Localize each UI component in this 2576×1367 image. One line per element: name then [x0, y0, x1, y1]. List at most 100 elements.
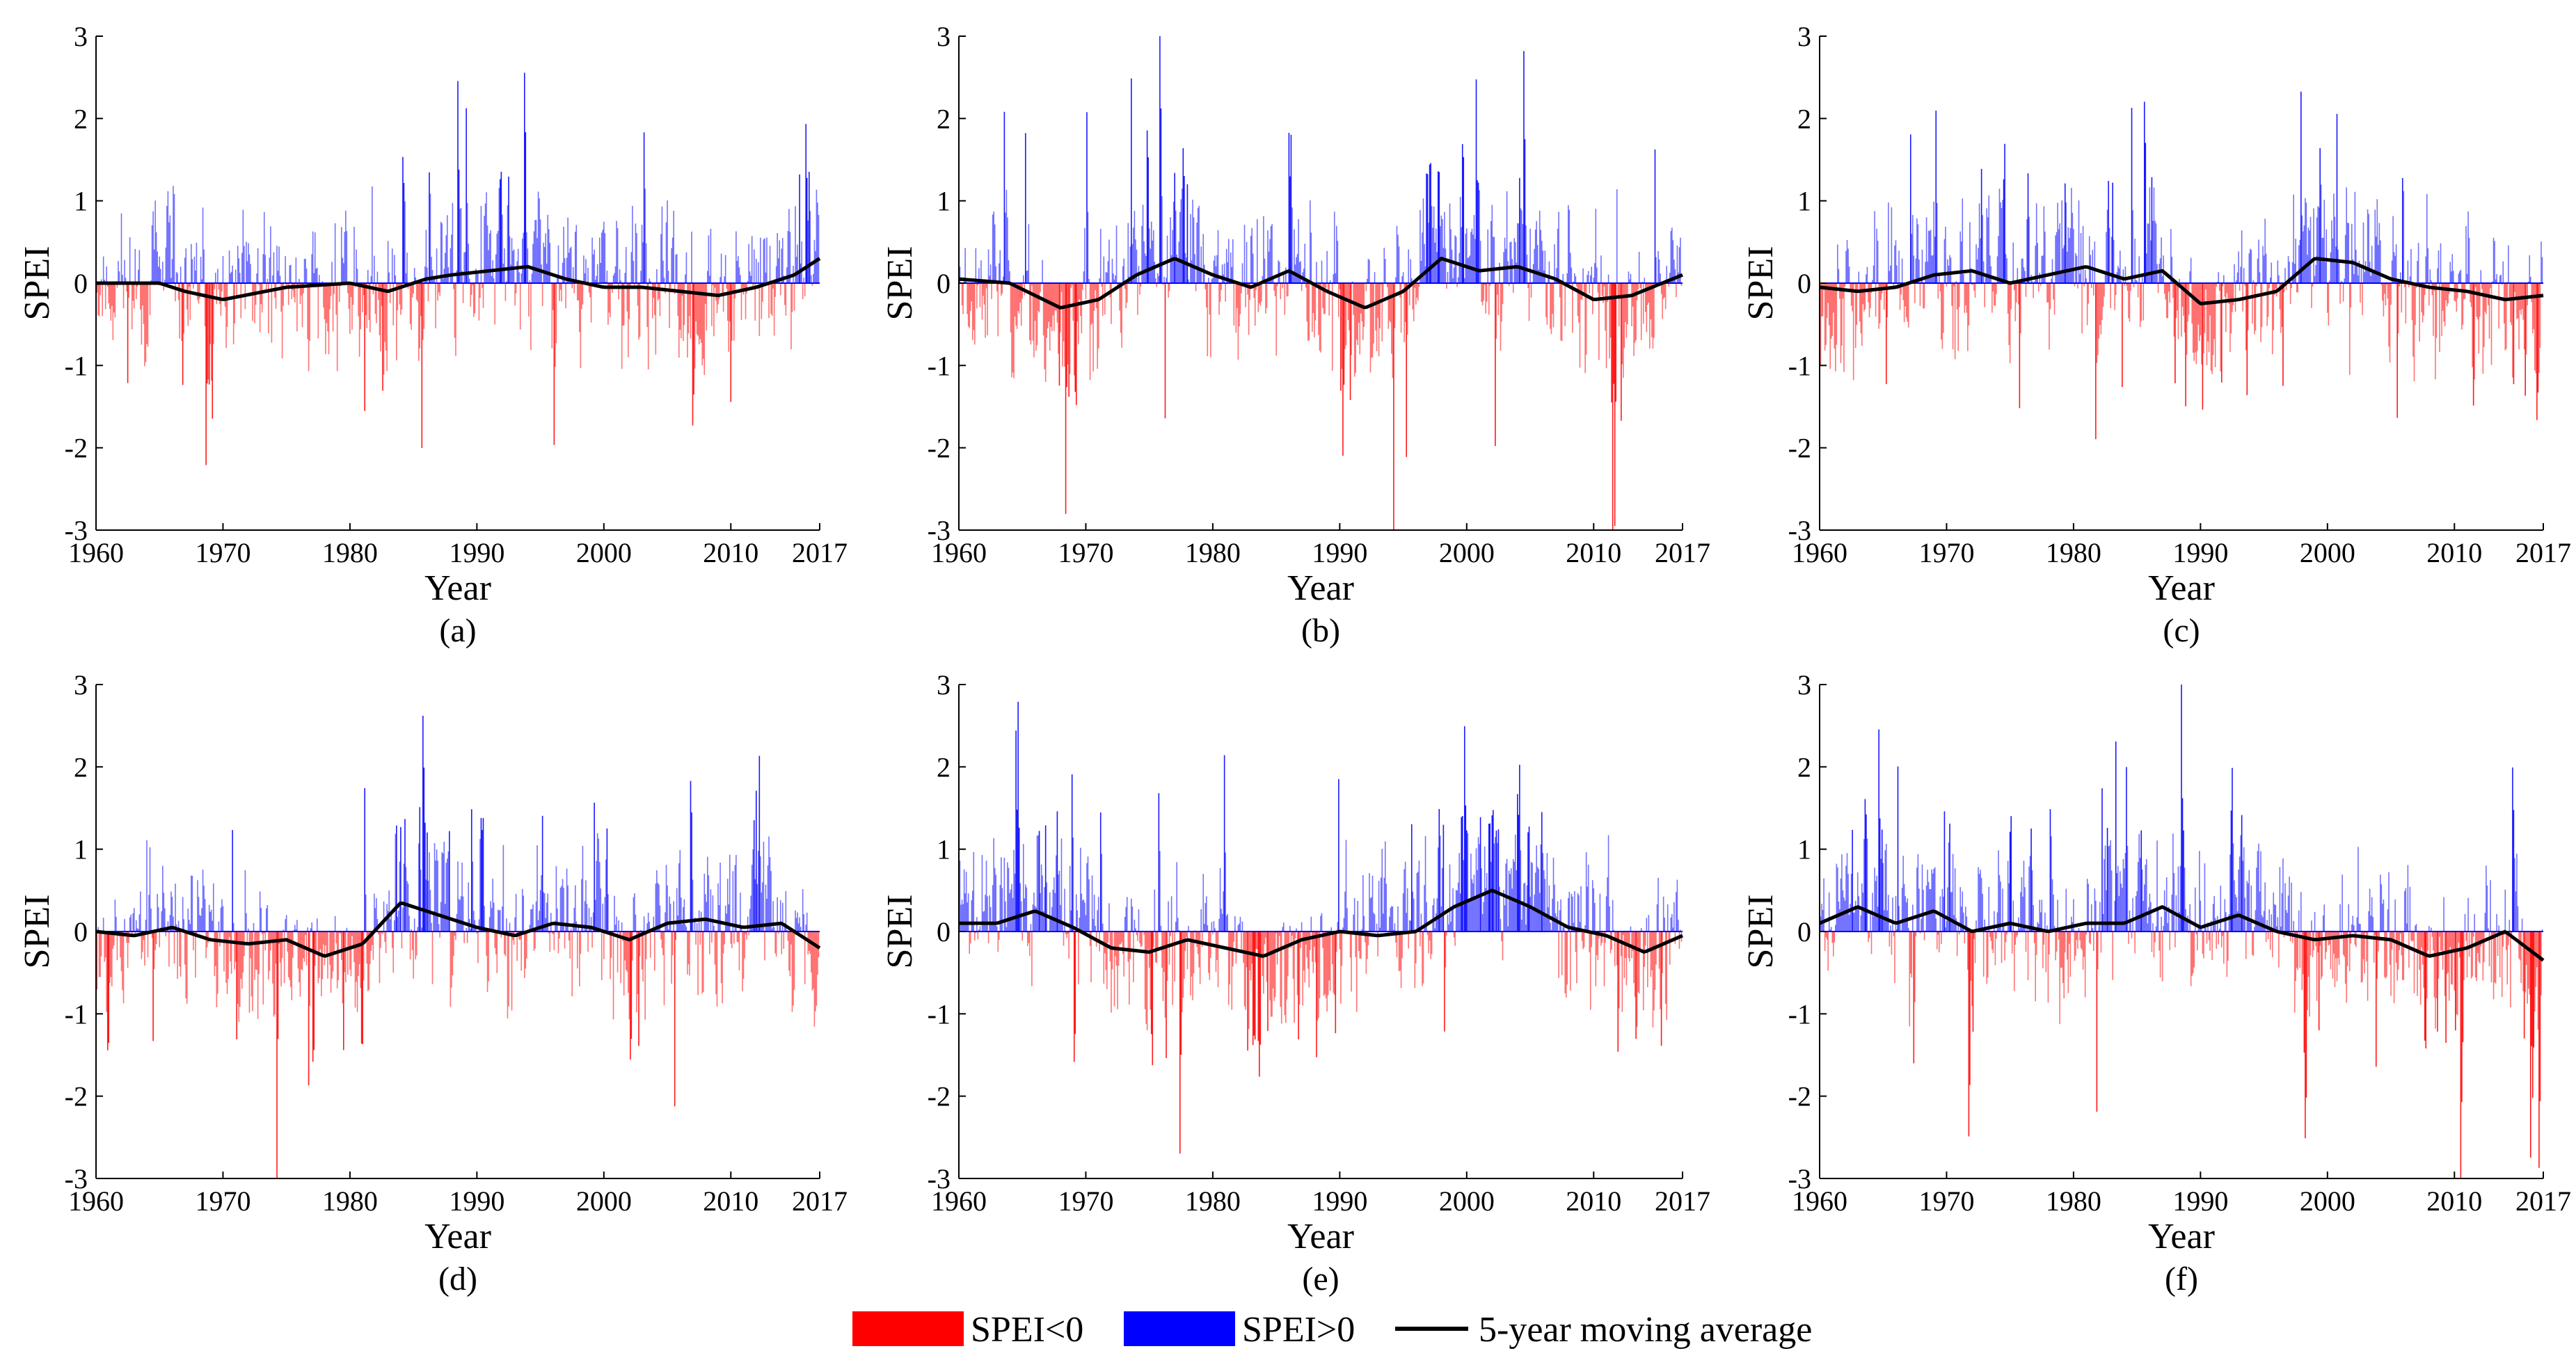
- y-tick-label: 3: [74, 21, 88, 52]
- x-tick-label: 1990: [2172, 1185, 2228, 1217]
- x-axis-title: Year: [2148, 568, 2215, 608]
- x-axis-title: Year: [424, 1217, 491, 1256]
- x-axis-title: Year: [424, 568, 491, 608]
- y-tick-label: 1: [937, 834, 951, 865]
- y-tick-label: -3: [928, 515, 951, 546]
- x-tick-label: 1970: [195, 537, 251, 568]
- x-tick-label: 2017: [792, 1185, 848, 1217]
- y-tick-label: 3: [74, 669, 88, 701]
- x-tick-label: 1960: [68, 1185, 124, 1217]
- y-tick-label: 1: [937, 186, 951, 217]
- y-tick-label: -2: [1788, 433, 1811, 464]
- x-tick-label: 1990: [2172, 537, 2228, 568]
- x-tick-label: 2000: [1439, 1185, 1495, 1217]
- y-tick-label: 3: [937, 669, 951, 701]
- y-tick-label: -3: [1788, 1163, 1811, 1194]
- y-tick-label: 0: [937, 916, 951, 948]
- moving-average-line: [96, 257, 821, 301]
- spei-bars: [95, 72, 820, 465]
- x-tick-label: 2000: [1439, 537, 1495, 568]
- y-tick-label: 1: [1797, 834, 1811, 865]
- y-tick-label: -3: [1788, 515, 1811, 546]
- y-tick-label: 3: [937, 21, 951, 52]
- y-tick-label: 3: [1797, 21, 1811, 52]
- x-tick-label: 2000: [576, 537, 632, 568]
- panel-label: (a): [439, 612, 476, 649]
- x-tick-label: 1980: [2046, 537, 2101, 568]
- x-tick-label: 2010: [1566, 1185, 1621, 1217]
- x-tick-label: 1960: [1792, 1185, 1847, 1217]
- x-tick-label: 2000: [2300, 537, 2355, 568]
- chart-panel-c: -3 -2 -1 0 1 2 3 1960 1970 1980 1990 2000 2010 2017 SP…: [1741, 21, 2571, 649]
- chart-panel-a: -3 -2 -1 0 1 2 3 1960 1970 1980 1990 2000 2010 2017 SP…: [17, 21, 848, 649]
- panel-label: (c): [2163, 612, 2200, 649]
- y-tick-label: 2: [74, 103, 88, 134]
- x-tick-label: 2010: [703, 537, 758, 568]
- y-tick-label: 2: [937, 103, 951, 134]
- x-tick-label: 2000: [576, 1185, 632, 1217]
- y-tick-label: 0: [74, 916, 88, 948]
- moving-average-line: [95, 901, 821, 958]
- y-tick-label: 2: [937, 751, 951, 783]
- panel-label: (e): [1302, 1261, 1339, 1297]
- legend: SPEI<0 SPEI>0 5-year moving average: [852, 1310, 1812, 1350]
- x-tick-label: 2017: [1655, 1185, 1710, 1217]
- y-tick-label: 2: [74, 751, 88, 783]
- y-tick-label: -1: [1788, 998, 1811, 1030]
- x-tick-label: 1990: [1312, 1185, 1367, 1217]
- x-axis-title: Year: [1287, 1217, 1354, 1256]
- x-axis-title: Year: [2148, 1217, 2215, 1256]
- y-tick-label: 1: [74, 186, 88, 217]
- y-tick-label: -1: [928, 350, 951, 381]
- y-axis-title: SPEI: [1741, 895, 1781, 969]
- y-axis-title: SPEI: [17, 246, 57, 321]
- x-tick-label: 1960: [931, 1185, 987, 1217]
- y-tick-label: -1: [65, 350, 88, 381]
- y-tick-label: 1: [74, 834, 88, 865]
- panel-label: (f): [2165, 1261, 2198, 1297]
- x-tick-label: 1980: [322, 1185, 378, 1217]
- legend-label-negative: SPEI<0: [971, 1310, 1083, 1350]
- x-tick-label: 1970: [195, 1185, 251, 1217]
- y-tick-label: -1: [928, 998, 951, 1030]
- chart-panel-e: -3 -2 -1 0 1 2 3 1960 1970 1980 1990 2000 2010 2017 SP…: [880, 669, 1710, 1297]
- y-tick-label: 2: [1797, 103, 1811, 134]
- y-tick-label: -3: [65, 515, 88, 546]
- legend-swatch-positive: [1124, 1311, 1235, 1346]
- chart-panel-d: -3 -2 -1 0 1 2 3 1960 1970 1980 1990 2000 2010 2017 SP…: [17, 669, 848, 1297]
- spei-bars: [1819, 91, 2543, 440]
- y-tick-label: 0: [74, 268, 88, 299]
- y-tick-label: 0: [1797, 916, 1811, 948]
- y-tick-label: -3: [928, 1163, 951, 1194]
- legend-label-moving-average: 5-year moving average: [1479, 1310, 1812, 1350]
- x-tick-label: 1990: [449, 1185, 504, 1217]
- x-tick-label: 2017: [1655, 537, 1710, 568]
- moving-average-line: [958, 257, 1683, 310]
- y-tick-label: -1: [1788, 350, 1811, 381]
- x-tick-label: 1980: [2046, 1185, 2101, 1217]
- x-tick-label: 2000: [2300, 1185, 2355, 1217]
- x-tick-label: 1960: [931, 537, 987, 568]
- x-tick-label: 1980: [322, 537, 378, 568]
- moving-average-line: [1819, 257, 2544, 306]
- moving-average-line: [959, 888, 1683, 958]
- x-tick-label: 2010: [1566, 537, 1621, 568]
- y-tick-label: 2: [1797, 751, 1811, 783]
- y-tick-label: 1: [1797, 186, 1811, 217]
- panel-label: (b): [1301, 612, 1340, 649]
- y-tick-label: -2: [65, 433, 88, 464]
- x-tick-label: 1970: [1918, 1185, 1974, 1217]
- x-tick-label: 1960: [1792, 537, 1847, 568]
- y-axis-title: SPEI: [880, 246, 920, 321]
- x-tick-label: 2010: [703, 1185, 758, 1217]
- x-tick-label: 2010: [2426, 1185, 2482, 1217]
- y-axis-title: SPEI: [880, 895, 920, 969]
- x-tick-label: 1970: [1918, 537, 1974, 568]
- y-tick-label: -2: [65, 1081, 88, 1112]
- x-tick-label: 2017: [2515, 537, 2571, 568]
- x-tick-label: 2017: [792, 537, 848, 568]
- panel-label: (d): [438, 1261, 477, 1297]
- x-tick-label: 1990: [1312, 537, 1367, 568]
